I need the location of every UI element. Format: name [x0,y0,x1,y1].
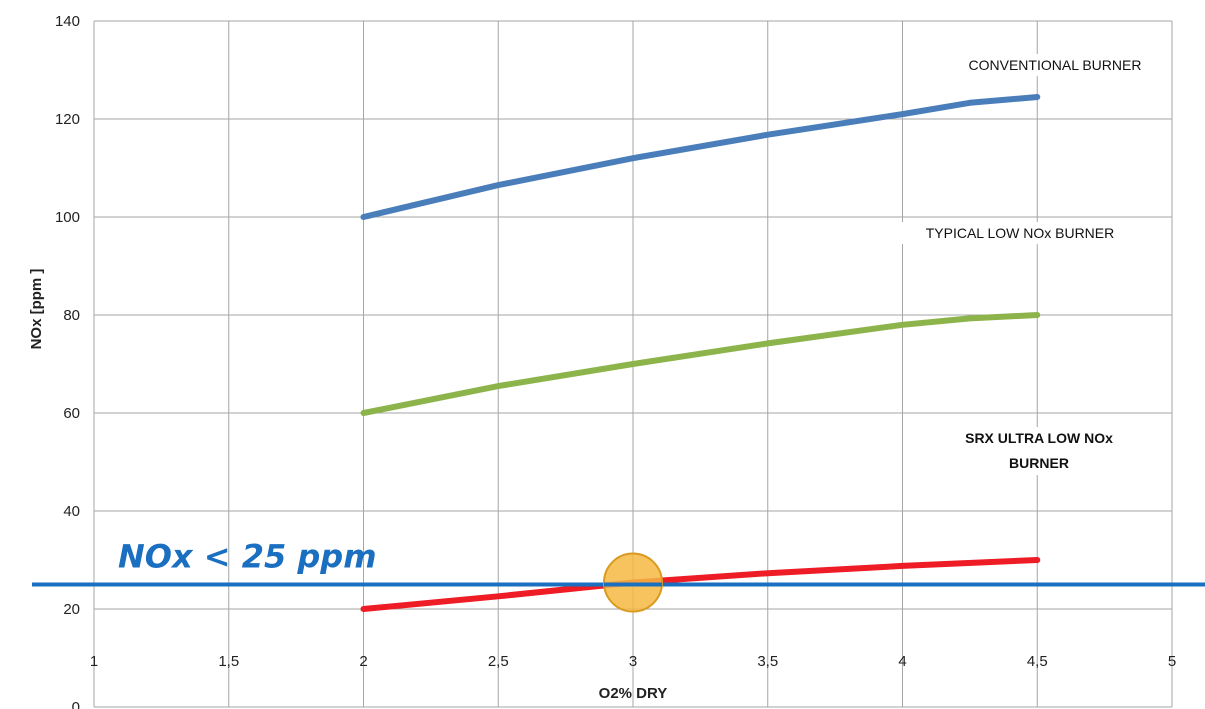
y-tick-label: 80 [63,307,80,324]
series-line-2 [360,557,1041,612]
y-tick-label: 0 [72,699,80,709]
threshold-overlay: NOx < 25 ppm [32,538,1205,613]
series-label-background [944,54,1166,76]
x-axis-ticks: 1 1,5 2 2,5 3 3,5 4 4,5 5 [90,653,1176,670]
x-tick-label: 4,5 [1027,653,1048,670]
y-tick-label: 20 [63,601,80,618]
threshold-label: NOx < 25 ppm [118,538,377,576]
series-label-background [902,222,1138,244]
series-label-background [953,427,1125,475]
y-tick-label: 40 [63,503,80,520]
series-lines [360,94,1041,612]
series-label-1: TYPICAL LOW NOx BURNER [926,225,1115,241]
y-tick-label: 100 [55,209,80,226]
y-tick-label: 120 [55,111,80,128]
x-tick-label: 3,5 [757,653,778,670]
series-label-2: BURNER [1009,455,1069,471]
series-line-0 [360,94,1041,220]
y-axis-ticks: 0 20 40 60 80 100 120 140 [55,13,80,709]
series-label-2: SRX ULTRA LOW NOx [965,430,1113,446]
series-labels: CONVENTIONAL BURNER TYPICAL LOW NOx BURNE… [902,54,1166,475]
x-tick-label: 4 [898,653,906,670]
x-tick-label: 5 [1168,653,1176,670]
x-tick-label: 1,5 [218,653,239,670]
x-tick-label: 3 [629,653,637,670]
x-tick-label: 2 [359,653,367,670]
series-line-1 [360,312,1041,416]
y-axis-title: NOx [ppm ] [28,269,45,350]
y-tick-label: 140 [55,13,80,30]
series-label-0: CONVENTIONAL BURNER [969,57,1142,73]
x-tick-label: 2,5 [488,653,509,670]
y-tick-label: 60 [63,405,80,422]
x-tick-label: 1 [90,653,98,670]
x-axis-title: O2% DRY [599,685,668,702]
